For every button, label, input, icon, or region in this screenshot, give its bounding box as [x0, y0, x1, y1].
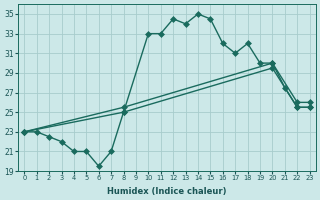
X-axis label: Humidex (Indice chaleur): Humidex (Indice chaleur)	[107, 187, 227, 196]
